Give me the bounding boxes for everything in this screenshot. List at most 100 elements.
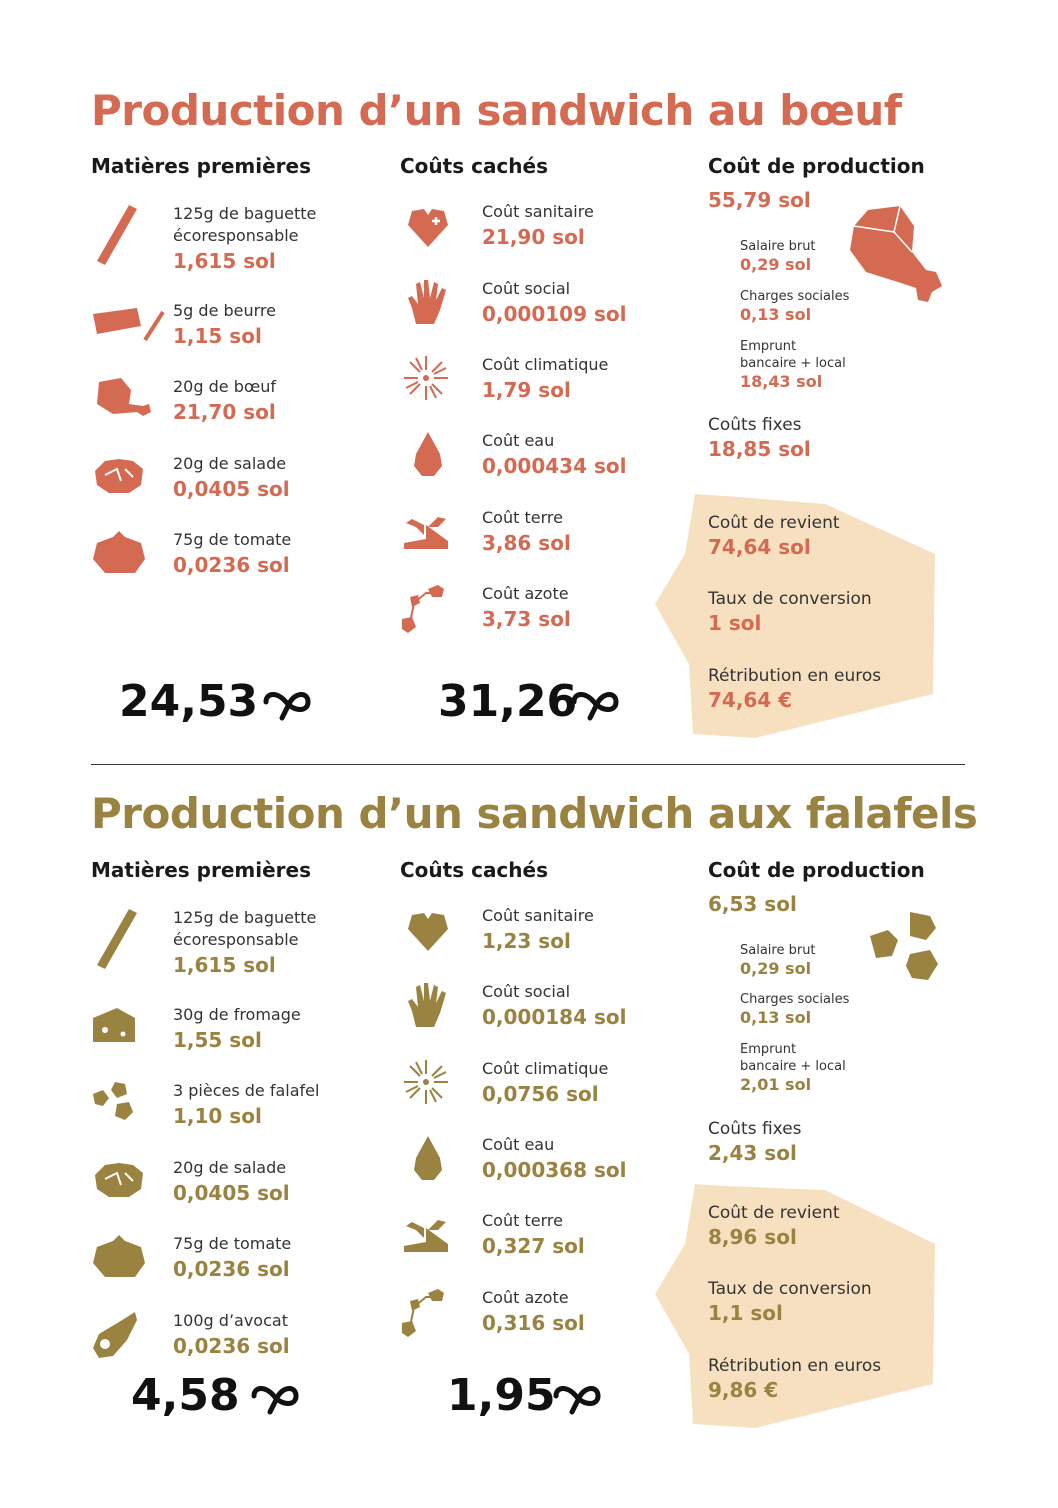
beef-icon bbox=[91, 376, 151, 436]
raw-total: 4,58 bbox=[131, 1370, 240, 1421]
loan-label: Emprunt bancaire + local bbox=[740, 339, 846, 371]
raw-item-value: 21,70 sol bbox=[173, 400, 276, 424]
beef-icon bbox=[848, 205, 944, 308]
social-charges-value: 0,13 sol bbox=[740, 305, 812, 324]
salary-label: Salaire brut bbox=[740, 239, 816, 254]
falafel-icon bbox=[91, 1080, 151, 1140]
production-cost-heading: Coût de production bbox=[708, 858, 925, 882]
conversion-rate-value: 1,1 sol bbox=[708, 1301, 783, 1325]
sol-currency-icon bbox=[568, 684, 624, 728]
baguette-icon bbox=[91, 203, 151, 265]
social-charges-value: 0,13 sol bbox=[740, 1008, 812, 1027]
raw-item-value: 0,0236 sol bbox=[173, 1257, 290, 1281]
hidden-costs-heading: Coûts cachés bbox=[400, 858, 548, 882]
salary-block: Salaire brut 0,29 sol bbox=[740, 238, 880, 275]
raw-item-label: 20g de bœuf bbox=[173, 377, 276, 396]
hidden-total: 1,95 bbox=[447, 1370, 556, 1421]
section-divider bbox=[91, 764, 965, 765]
salary-label: Salaire brut bbox=[740, 943, 816, 958]
hand-icon bbox=[406, 981, 466, 1041]
water-drop-icon bbox=[410, 430, 470, 490]
raw-item: 75g de tomate 0,0236 sol bbox=[91, 529, 371, 595]
sprout-icon bbox=[402, 513, 462, 573]
fixed-costs-value: 18,85 sol bbox=[708, 437, 811, 461]
hidden-item-value: 0,000184 sol bbox=[482, 1005, 627, 1029]
hidden-item: Coût sanitaire 1,23 sol bbox=[400, 905, 680, 971]
sol-currency-icon bbox=[248, 1378, 304, 1422]
social-charges-label: Charges sociales bbox=[740, 289, 850, 304]
salad-icon bbox=[91, 453, 151, 513]
fixed-costs-value: 2,43 sol bbox=[708, 1141, 797, 1165]
hidden-item-label: Coût eau bbox=[482, 431, 555, 450]
raw-item-label: 5g de beurre bbox=[173, 301, 277, 320]
social-charges-block: Charges sociales 0,13 sol bbox=[740, 991, 880, 1028]
hidden-item-label: Coût sanitaire bbox=[482, 906, 594, 925]
beef-section: Production d’un sandwich au bœuf Matière… bbox=[91, 86, 944, 738]
hidden-item-value: 3,86 sol bbox=[482, 531, 571, 555]
raw-item-label: 125g de baguette écoresponsable bbox=[173, 204, 317, 245]
raw-item-label: 75g de tomate bbox=[173, 530, 292, 549]
raw-item-value: 1,15 sol bbox=[173, 324, 262, 348]
conversion-rate-value: 1 sol bbox=[708, 611, 762, 635]
hidden-item: Coût social 0,000184 sol bbox=[400, 981, 680, 1047]
social-charges-label: Charges sociales bbox=[740, 992, 850, 1007]
hidden-item: Coût terre 3,86 sol bbox=[400, 507, 680, 573]
raw-item-label: 75g de tomate bbox=[173, 1234, 292, 1253]
raw-item-value: 0,0405 sol bbox=[173, 477, 290, 501]
hidden-item: Coût sanitaire 21,90 sol bbox=[400, 201, 680, 267]
falafel-title: Production d’un sandwich aux falafels bbox=[91, 789, 978, 838]
raw-item: 3 pièces de falafel 1,10 sol bbox=[91, 1080, 371, 1146]
raw-item-value: 0,0236 sol bbox=[173, 1334, 290, 1358]
loan-value: 18,43 sol bbox=[740, 372, 823, 391]
hidden-item-value: 0,000109 sol bbox=[482, 302, 627, 326]
production-cost-heading: Coût de production bbox=[708, 154, 925, 178]
cost-price-value: 74,64 sol bbox=[708, 535, 811, 559]
cost-price-block: Coût de revient 74,64 sol bbox=[708, 511, 840, 559]
nitrogen-icon bbox=[400, 1287, 460, 1347]
hidden-item-value: 1,79 sol bbox=[482, 378, 571, 402]
raw-item-value: 1,615 sol bbox=[173, 953, 276, 977]
raw-item-value: 0,0236 sol bbox=[173, 553, 290, 577]
hidden-item-label: Coût eau bbox=[482, 1135, 555, 1154]
fixed-costs-label: Coûts fixes bbox=[708, 415, 802, 435]
hand-icon bbox=[406, 278, 466, 338]
salad-icon bbox=[91, 1157, 151, 1217]
raw-item-value: 1,55 sol bbox=[173, 1028, 262, 1052]
raw-item-label: 125g de baguette écoresponsable bbox=[173, 908, 317, 949]
raw-item-value: 0,0405 sol bbox=[173, 1181, 290, 1205]
raw-item: 20g de salade 0,0405 sol bbox=[91, 453, 371, 519]
cost-price-block: Coût de revient 8,96 sol bbox=[708, 1201, 840, 1249]
raw-item-value: 1,10 sol bbox=[173, 1104, 262, 1128]
summary-blob bbox=[655, 1184, 937, 1434]
loan-block: Emprunt bancaire + local 2,01 sol bbox=[740, 1041, 880, 1095]
euro-retribution-value: 9,86 € bbox=[708, 1378, 779, 1402]
hidden-item: Coût terre 0,327 sol bbox=[400, 1210, 680, 1276]
sunburst-icon bbox=[402, 354, 462, 414]
cheese-icon bbox=[91, 1004, 151, 1064]
tomato-icon bbox=[91, 1233, 151, 1293]
hidden-total: 31,26 bbox=[438, 676, 578, 727]
loan-value: 2,01 sol bbox=[740, 1075, 812, 1094]
hidden-item: Coût climatique 1,79 sol bbox=[400, 354, 680, 420]
fixed-costs-label: Coûts fixes bbox=[708, 1119, 802, 1139]
hidden-item-label: Coût terre bbox=[482, 508, 563, 527]
hidden-item: Coût climatique 0,0756 sol bbox=[400, 1058, 680, 1124]
hidden-item: Coût eau 0,000368 sol bbox=[400, 1134, 680, 1200]
hidden-item-value: 0,316 sol bbox=[482, 1311, 585, 1335]
raw-item-label: 3 pièces de falafel bbox=[173, 1081, 320, 1100]
sprout-icon bbox=[402, 1216, 462, 1276]
hidden-item-value: 3,73 sol bbox=[482, 607, 571, 631]
raw-item-label: 20g de salade bbox=[173, 454, 287, 473]
cost-price-label: Coût de revient bbox=[708, 1203, 840, 1223]
salary-value: 0,29 sol bbox=[740, 959, 812, 978]
euro-retribution-value: 74,64 € bbox=[708, 688, 793, 712]
cost-price-label: Coût de revient bbox=[708, 513, 840, 533]
raw-item: 75g de tomate 0,0236 sol bbox=[91, 1233, 371, 1299]
fixed-costs-block: Coûts fixes 18,85 sol bbox=[708, 413, 811, 461]
hidden-item-label: Coût sanitaire bbox=[482, 202, 594, 221]
conversion-rate-label: Taux de conversion bbox=[708, 1279, 872, 1299]
heart-icon bbox=[406, 205, 466, 265]
hidden-item-label: Coût climatique bbox=[482, 355, 609, 374]
butter-icon bbox=[91, 300, 165, 360]
conversion-rate-label: Taux de conversion bbox=[708, 589, 872, 609]
